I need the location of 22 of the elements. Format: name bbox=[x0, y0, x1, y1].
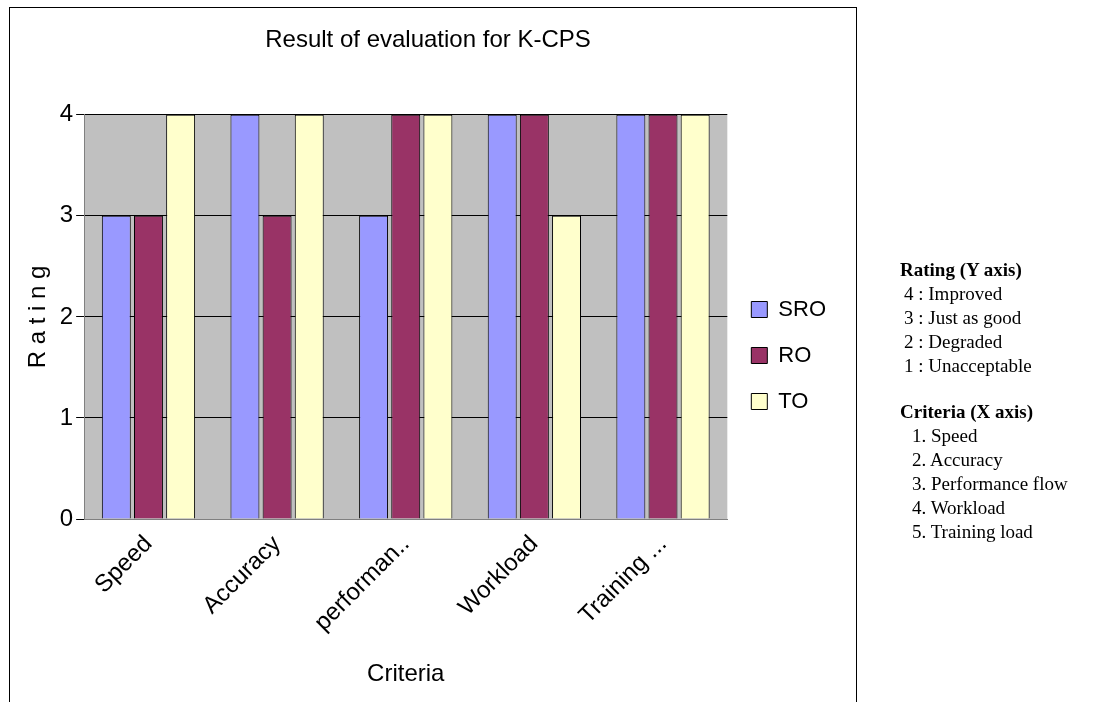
text: 3. Performance flow bbox=[911, 472, 1068, 496]
text: Rating (Y axis) bbox=[900, 258, 1023, 282]
legend-label: SRO bbox=[778, 295, 827, 321]
legend-label: RO bbox=[778, 341, 812, 367]
y-tick-label: 3 bbox=[59, 200, 74, 228]
text: 2. Accuracy bbox=[911, 448, 1004, 472]
text: 2 : Degraded bbox=[903, 330, 1004, 354]
y-tick-label: 1 bbox=[59, 402, 74, 430]
y-tick-label: 0 bbox=[59, 503, 74, 531]
text: 4 : Improved bbox=[903, 282, 1004, 306]
chart-title: Result of evaluation for K-CPS bbox=[265, 25, 591, 53]
text: 1. Speed bbox=[911, 424, 979, 448]
y-tick-label: 2 bbox=[59, 301, 74, 329]
legend-label: TO bbox=[778, 387, 809, 413]
text: 5. Training load bbox=[911, 520, 1034, 544]
y-axis-title: R a t i n g bbox=[23, 265, 51, 369]
x-axis-title: Criteria bbox=[367, 659, 446, 687]
text: 3 : Just as good bbox=[903, 306, 1023, 330]
text: 1 : Unacceptable bbox=[903, 354, 1033, 378]
text: 4. Workload bbox=[911, 496, 1007, 520]
text: Criteria (X axis) bbox=[900, 400, 1034, 424]
y-tick-label: 4 bbox=[59, 99, 74, 127]
